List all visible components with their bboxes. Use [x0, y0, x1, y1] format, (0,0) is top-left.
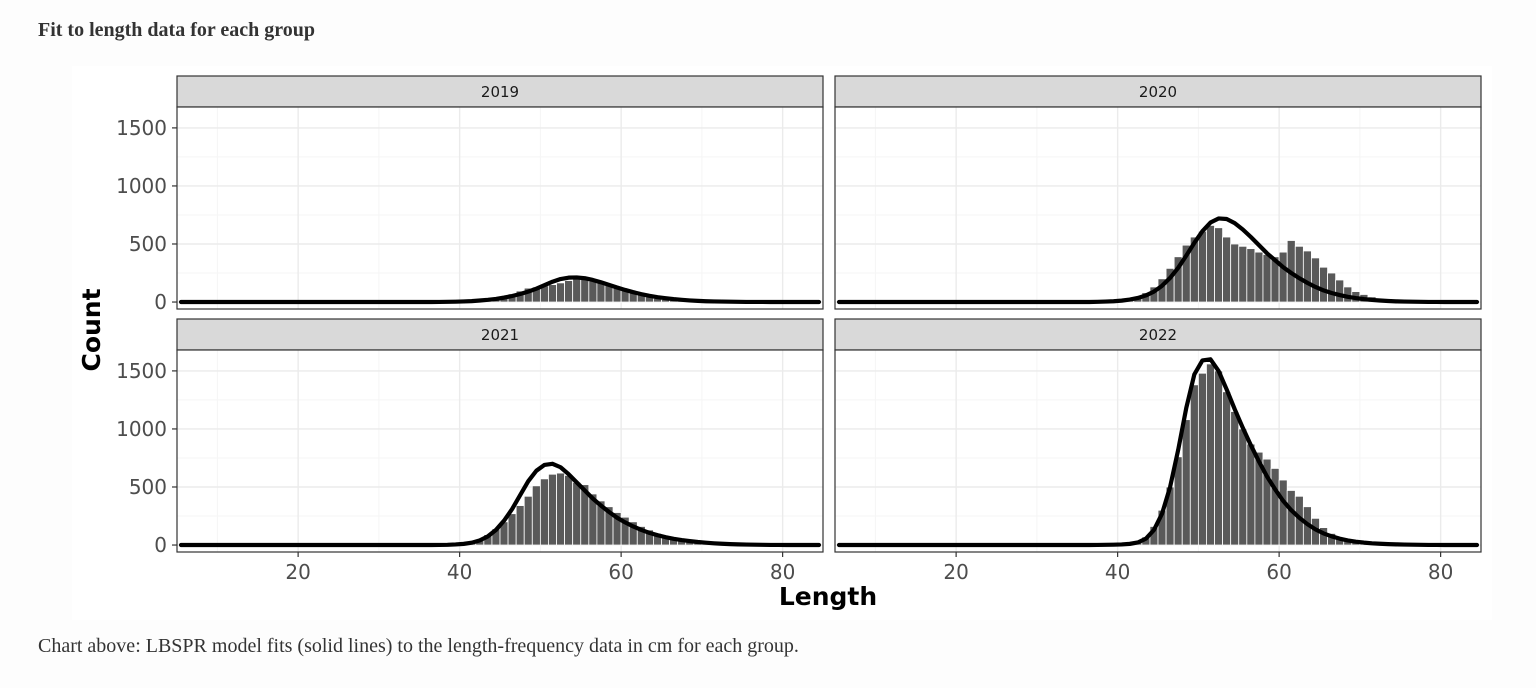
panel-2021-y-tick-label: 0 — [154, 533, 167, 557]
panel-2021-x-tick-label: 40 — [447, 560, 472, 584]
panel-2019-y-tick-label: 1500 — [116, 116, 167, 140]
panel-2019-border — [176, 106, 824, 310]
panel-2019-bar — [556, 282, 565, 303]
panel-2019-background — [177, 107, 823, 309]
panel-2022-x-tick-label: 80 — [1428, 560, 1453, 584]
panel-2020-bar — [1254, 251, 1264, 303]
x-axis-title: Length — [779, 582, 877, 611]
panel-2020-background — [835, 107, 1481, 309]
panel-2021-bar — [515, 505, 525, 546]
panel-2021-bar — [548, 473, 557, 546]
panel-2021-bar — [556, 472, 565, 546]
panel-2020-bar — [1319, 266, 1328, 303]
panel-2020-fit-line — [836, 216, 1480, 305]
panel-2022-bar — [1189, 384, 1199, 546]
panel-2019-strip — [176, 75, 824, 108]
panel-2020-bar — [1222, 236, 1232, 303]
panel-2021-background — [177, 350, 823, 552]
panel-2021-x-tick-label: 80 — [770, 560, 795, 584]
facet-chart-figure: Count Length 2019 0 500 1000 1500 2020 2021 0 50… — [72, 66, 1492, 620]
panel-2021-bar — [539, 478, 549, 546]
panel-2019-y-tick-label: 0 — [154, 290, 167, 314]
panel-2022-bar — [1222, 391, 1232, 546]
panel-2019-bar — [580, 278, 590, 303]
panel-2021-x-tick-label: 20 — [285, 560, 310, 584]
panel-2020-bar — [1262, 254, 1272, 303]
panel-2022-bar — [1270, 468, 1280, 546]
panel-2020-bar — [1214, 227, 1224, 303]
panel-2022-border — [834, 349, 1482, 553]
panel-2020-bar — [1206, 225, 1215, 303]
panel-2022-bar — [1181, 419, 1191, 546]
panel-2021-y-tick-label: 1000 — [116, 417, 167, 441]
panel-2019-bar — [588, 280, 598, 303]
panel-2022-x-tick-label: 60 — [1266, 560, 1291, 584]
panel-2019-y-tick-label: 1000 — [116, 174, 167, 198]
panel-2021-y-tick-label: 500 — [129, 475, 167, 499]
panel-2020-border — [834, 106, 1482, 310]
panel-2020-bar — [1246, 248, 1256, 303]
panel-2021-fit-line — [178, 461, 822, 548]
panel-2022-strip-label: 2022 — [1139, 326, 1177, 344]
panel-2021-border — [176, 349, 824, 553]
panel-2022-bar — [1206, 363, 1215, 546]
panel-2022-bar — [1286, 490, 1296, 546]
panel-2021: 2021 0 500 1000 1500 20 40 60 80 — [116, 318, 824, 584]
panel-2022-bar — [1246, 443, 1256, 546]
panel-2020-bar — [1327, 272, 1337, 303]
panel-2019: 2019 0 500 1000 1500 — [116, 75, 824, 314]
panel-2022-x-tick-label: 20 — [943, 560, 968, 584]
panel-2022-x-tick-label: 40 — [1105, 560, 1130, 584]
panel-2022-bar — [1214, 370, 1224, 546]
panel-2019-bar — [548, 284, 557, 303]
panel-2021-y-tick-label: 1500 — [116, 359, 167, 383]
panel-2020-bar — [1197, 230, 1207, 303]
page-heading: Fit to length data for each group — [38, 19, 316, 41]
panel-2020: 2020 — [834, 75, 1482, 310]
panel-2020-bar — [1311, 257, 1320, 303]
panel-2021-bar — [564, 474, 574, 546]
panel-2022-bar — [1230, 411, 1240, 546]
panel-2020-bar — [1278, 251, 1288, 303]
panel-2020-bar — [1230, 243, 1240, 303]
panel-2022-bar — [1238, 428, 1248, 546]
panel-2020-bar — [1238, 245, 1248, 303]
panel-2022-fit-line — [836, 357, 1480, 548]
panel-2021-strip-label: 2021 — [481, 326, 519, 344]
panel-2019-bar — [564, 280, 574, 303]
y-axis-title: Count — [77, 288, 106, 371]
panel-2020-strip-label: 2020 — [1139, 83, 1177, 101]
panel-2019-strip-label: 2019 — [481, 83, 519, 101]
panel-2019-y-tick-label: 500 — [129, 232, 167, 256]
panel-2020-bar — [1335, 279, 1345, 303]
panel-2022: 2022 20 40 60 80 — [834, 318, 1482, 584]
panel-2021-bar — [531, 485, 541, 546]
panel-2020-strip — [834, 75, 1482, 108]
panel-2021-x-tick-label: 60 — [608, 560, 633, 584]
panel-2021-bar — [523, 495, 533, 546]
panel-2022-bar — [1278, 479, 1288, 546]
panel-2021-bar — [572, 481, 582, 546]
panel-2019-bar — [572, 278, 582, 303]
figure-caption: Chart above: LBSPR model fits (solid lin… — [38, 635, 799, 657]
facet-chart-svg: Count Length 201905001000150020202021050… — [77, 75, 1482, 611]
panel-2020-bar — [1302, 250, 1312, 303]
panel-2021-bar — [507, 513, 517, 546]
panel-2022-bar — [1197, 372, 1207, 546]
panel-2019-fit-line — [178, 275, 822, 305]
